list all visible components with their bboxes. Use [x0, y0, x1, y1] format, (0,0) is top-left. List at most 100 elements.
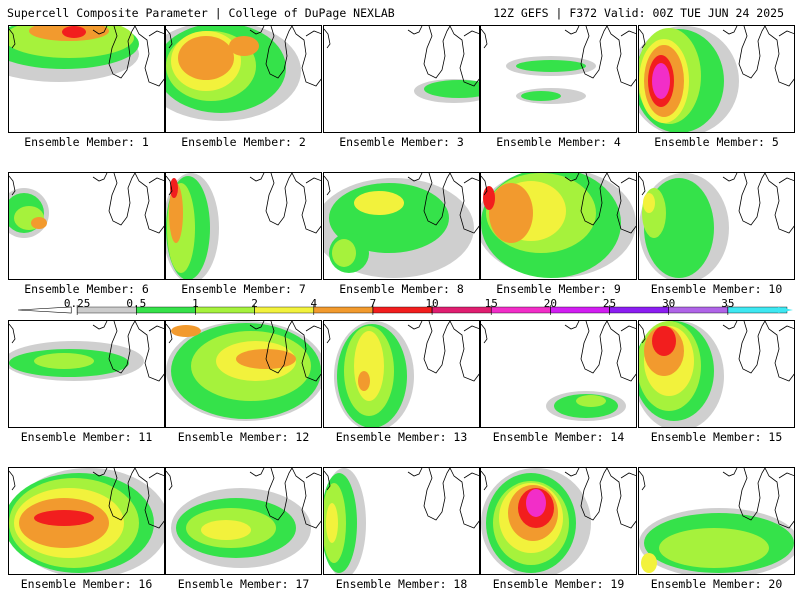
member-label: Ensemble Member: 19 [492, 577, 625, 591]
coastline [606, 173, 636, 234]
scp-contour-magenta [652, 63, 670, 99]
scp-contour-red [483, 186, 495, 210]
coastline [738, 468, 766, 521]
scp-contour-green [424, 80, 479, 98]
colorbar-left-arrow [17, 306, 72, 314]
member-label: Ensemble Member: 6 [24, 282, 149, 296]
scp-contour-yellow [643, 193, 655, 213]
coastline [764, 173, 794, 234]
map-member-8 [324, 173, 479, 278]
coastline [9, 323, 16, 344]
ensemble-panel-4 [480, 25, 637, 133]
ensemble-panel-3 [323, 25, 480, 133]
colorbar-tick-label: 7 [369, 297, 377, 310]
member-label: Ensemble Member: 7 [181, 282, 306, 296]
map-member-1 [9, 26, 164, 87]
coastline [764, 468, 794, 529]
ensemble-panel-1 [8, 25, 165, 133]
ensemble-panel-17 [165, 467, 322, 575]
coastline [9, 175, 16, 196]
coastline [324, 470, 331, 491]
coastline [481, 470, 488, 491]
coastline [148, 325, 164, 332]
coastline [291, 468, 321, 529]
ensemble-panel-14 [480, 320, 637, 428]
member-label: Ensemble Member: 15 [650, 430, 783, 444]
coastline [249, 321, 265, 330]
member-label: Ensemble Member: 14 [492, 430, 625, 444]
coastline [738, 26, 766, 79]
coastline [481, 323, 488, 344]
colorbar-swatch [372, 306, 433, 314]
colorbar-tick-label: 0.25 [63, 297, 91, 310]
ensemble-panel-18 [323, 467, 480, 575]
coastline [738, 321, 766, 374]
member-label: Ensemble Member: 13 [335, 430, 468, 444]
ensemble-panel-2 [165, 25, 322, 133]
map-member-16 [9, 468, 164, 574]
coastline [407, 321, 423, 330]
coastline [738, 173, 766, 226]
coastline [620, 472, 636, 479]
scp-contour-red [34, 510, 94, 526]
map-member-13 [324, 321, 479, 427]
scp-contour-orange [171, 325, 201, 337]
coastline [166, 470, 173, 491]
colorbar-swatch [431, 306, 492, 314]
scp-contour-green [516, 60, 586, 72]
coastline [249, 173, 265, 182]
coastline [265, 468, 293, 521]
coastline [291, 173, 321, 234]
scp-contour-yellow [326, 503, 338, 543]
coastline [449, 26, 479, 87]
coastline [423, 173, 451, 226]
coastline [778, 325, 794, 332]
colorbar-tick-label: 1 [192, 297, 199, 310]
coastline [134, 173, 164, 234]
member-label: Ensemble Member: 16 [20, 577, 153, 591]
coastline [564, 321, 580, 330]
coastline [778, 472, 794, 479]
scp-contour-green [521, 91, 561, 101]
ensemble-panel-20 [638, 467, 795, 575]
colorbar-tick-label: 25 [602, 297, 617, 310]
coastline [423, 26, 451, 79]
member-label: Ensemble Member: 2 [181, 135, 306, 149]
scp-contour-orange [31, 217, 47, 229]
coastline [423, 321, 451, 374]
coastline [407, 173, 423, 182]
coastline [449, 321, 479, 382]
coastline [463, 177, 479, 184]
coastline [564, 468, 580, 477]
ensemble-panel-7 [165, 172, 322, 280]
coastline [722, 321, 738, 330]
coastline [449, 468, 479, 529]
coastline [580, 468, 608, 521]
scp-contour-yellow [641, 553, 657, 573]
coastline [9, 28, 16, 49]
ensemble-panel-12 [165, 320, 322, 428]
coastline [249, 468, 265, 477]
map-member-18 [324, 468, 479, 574]
ensemble-panel-6 [8, 172, 165, 280]
member-label: Ensemble Member: 4 [496, 135, 621, 149]
coastline [639, 175, 646, 196]
coastline [606, 26, 636, 87]
map-member-3 [324, 26, 479, 103]
scp-contour-red [652, 326, 676, 356]
coastline [134, 321, 164, 382]
coastline [620, 30, 636, 37]
coastline [265, 321, 293, 374]
colorbar-tick-label: 10 [425, 297, 439, 310]
coastline [639, 28, 646, 49]
colorbar-swatch [727, 306, 788, 314]
colorbar-tick-label: 2 [251, 297, 258, 310]
colorbar-tick-label: 4 [310, 297, 318, 310]
member-label: Ensemble Member: 17 [177, 577, 310, 591]
coastline [449, 173, 479, 234]
member-label: Ensemble Member: 1 [24, 135, 149, 149]
colorbar-tick-label: 35 [721, 297, 735, 310]
colorbar-tick-label: 30 [662, 297, 676, 310]
colorbar-swatch [491, 306, 551, 314]
map-member-15 [639, 321, 794, 427]
